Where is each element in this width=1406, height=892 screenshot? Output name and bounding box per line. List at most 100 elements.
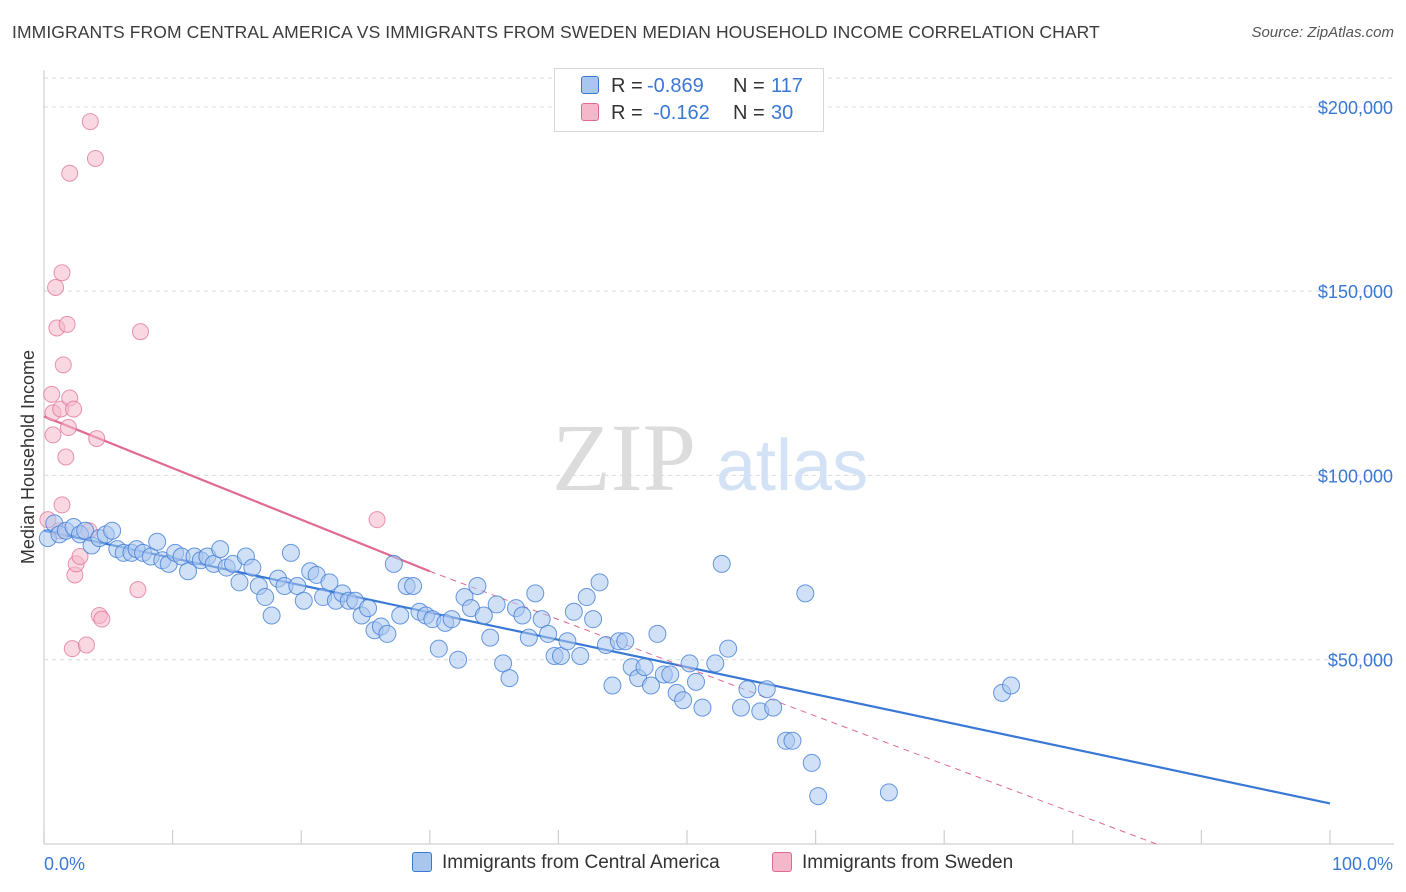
y-tick-label: $150,000	[1318, 282, 1393, 302]
data-point-central-america	[577, 588, 596, 607]
data-point-central-america	[211, 540, 230, 559]
data-point-central-america	[802, 753, 821, 772]
r-value: -0.869	[647, 75, 704, 97]
data-point-central-america	[378, 624, 397, 643]
data-point-central-america	[513, 606, 532, 625]
data-point-sweden	[93, 610, 111, 628]
data-point-central-america	[103, 521, 122, 540]
data-point-central-america	[764, 698, 783, 717]
data-point-central-america	[641, 676, 660, 695]
legend-swatch-pink	[772, 852, 792, 872]
data-point-sweden	[44, 426, 62, 444]
pink-swatch	[581, 103, 599, 121]
data-point-central-america	[359, 599, 378, 618]
y-tick-label: $50,000	[1328, 651, 1393, 671]
data-point-central-america	[719, 639, 738, 658]
data-point-central-america	[680, 654, 699, 673]
y-axis-label: Median Household Income	[18, 350, 38, 564]
data-point-sweden	[57, 448, 75, 466]
data-point-central-america	[442, 610, 461, 629]
data-point-sweden	[53, 264, 71, 282]
data-point-sweden	[131, 323, 149, 341]
r-value: -0.162	[653, 102, 710, 124]
r-label: R =	[611, 75, 643, 97]
data-point-central-america	[648, 624, 667, 643]
y-tick-label: $100,000	[1318, 466, 1393, 486]
data-point-sweden	[47, 278, 65, 296]
n-label: N =	[733, 102, 765, 124]
data-point-sweden	[65, 400, 83, 418]
data-point-central-america	[262, 606, 281, 625]
data-point-central-america	[468, 577, 487, 595]
legend-item-sweden[interactable]: Immigrants from Sweden	[772, 852, 1013, 874]
stats-row-sweden: R = -0.162 N = 30	[555, 100, 823, 127]
watermark: ZIP atlas	[552, 404, 868, 511]
data-point-central-america	[584, 610, 603, 629]
data-point-central-america	[391, 606, 410, 625]
n-value: 117	[771, 75, 803, 97]
x-tick-label-min: 0.0%	[44, 854, 85, 874]
data-point-central-america	[590, 573, 609, 592]
source-label: Source: ZipAtlas.com	[1251, 24, 1394, 41]
data-point-central-america	[564, 602, 583, 621]
data-point-central-america	[712, 554, 731, 573]
data-point-central-america	[783, 731, 802, 750]
data-point-sweden	[88, 430, 106, 448]
data-point-central-america	[661, 665, 680, 684]
data-point-central-america	[500, 669, 519, 688]
data-point-central-america	[635, 658, 654, 677]
data-point-central-america	[693, 698, 712, 717]
data-point-central-america	[706, 654, 725, 673]
trend-line-sweden-dashed	[429, 570, 1157, 845]
data-point-central-america	[294, 591, 313, 610]
central-america-points	[38, 514, 1021, 806]
data-point-central-america	[320, 573, 339, 592]
legend-item-central-america[interactable]: Immigrants from Central America	[412, 852, 720, 874]
data-point-central-america	[243, 558, 262, 577]
data-point-sweden	[77, 636, 95, 654]
data-point-central-america	[558, 632, 577, 651]
data-point-sweden	[86, 149, 104, 167]
blue-swatch	[581, 76, 599, 94]
data-point-sweden	[58, 315, 76, 333]
data-point-central-america	[539, 624, 558, 643]
data-point-central-america	[481, 628, 500, 647]
data-point-central-america	[879, 783, 898, 802]
stats-row-central-america: R = -0.869 N = 117	[555, 73, 823, 100]
data-point-central-america	[256, 588, 275, 607]
data-point-sweden	[59, 419, 77, 437]
data-point-sweden	[71, 548, 89, 566]
data-point-central-america	[732, 698, 751, 717]
data-point-central-america	[603, 676, 622, 695]
data-point-sweden	[54, 356, 72, 374]
correlation-stats-box: R = -0.869 N = 117 R = -0.162 N = 30	[554, 68, 824, 132]
data-point-central-america	[616, 632, 635, 651]
data-point-central-america	[449, 650, 468, 669]
x-tick-label-max: 100.0%	[1332, 854, 1393, 874]
data-point-central-america	[487, 595, 506, 614]
watermark-zip: ZIP	[552, 404, 696, 511]
data-point-central-america	[519, 628, 538, 647]
data-point-sweden	[43, 385, 61, 403]
legend-label: Immigrants from Central America	[442, 852, 720, 873]
data-point-central-america	[687, 672, 706, 691]
data-point-central-america	[571, 647, 590, 666]
watermark-atlas: atlas	[716, 426, 868, 506]
n-value: 30	[771, 102, 794, 124]
y-tick-label: $200,000	[1318, 98, 1393, 118]
trend-line-sweden	[43, 415, 431, 573]
data-point-central-america	[384, 554, 403, 573]
data-point-central-america	[1002, 676, 1021, 695]
data-point-central-america	[757, 680, 776, 699]
data-point-sweden	[368, 511, 386, 529]
data-point-central-america	[674, 691, 693, 710]
data-point-sweden	[81, 113, 99, 131]
data-point-sweden	[63, 640, 81, 658]
legend-swatch-blue	[412, 852, 432, 872]
r-label: R =	[611, 102, 643, 124]
data-point-sweden	[129, 581, 147, 599]
data-point-central-america	[796, 584, 815, 603]
axes	[43, 70, 1394, 845]
data-point-central-america	[404, 577, 423, 595]
y-tick-labels: $50,000 $100,000 $150,000 $200,000	[1318, 98, 1393, 671]
